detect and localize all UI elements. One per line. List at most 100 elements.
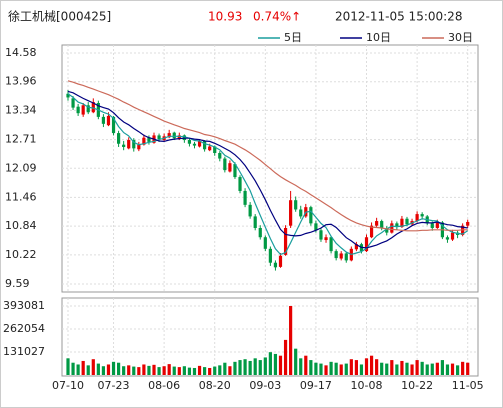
- candle-body: [344, 253, 348, 261]
- volume-bar: [187, 367, 192, 375]
- price: 10.93: [208, 10, 242, 24]
- volume-bar: [440, 360, 445, 375]
- candle-body: [116, 133, 121, 144]
- candle-body: [445, 237, 450, 240]
- volume-bar: [218, 365, 222, 375]
- candle-body: [86, 105, 90, 113]
- y-tick-label: 9.59: [5, 277, 30, 290]
- candle-body: [101, 116, 106, 124]
- candle-body: [258, 227, 262, 238]
- volume-bar: [314, 362, 318, 375]
- volume-bar: [258, 360, 262, 375]
- ma-line: [67, 93, 469, 256]
- candle-body: [213, 146, 217, 153]
- volume-bar: [177, 367, 181, 375]
- volume-bar: [359, 364, 364, 375]
- legend-label: 10日: [366, 31, 391, 44]
- volume-bar: [81, 360, 85, 375]
- candle-body: [223, 158, 227, 171]
- x-tick-label: 10-08: [351, 379, 383, 392]
- candle-body: [66, 93, 70, 98]
- candle-body: [243, 190, 247, 205]
- candle-body: [319, 230, 323, 240]
- y-tick-label: 10.22: [5, 248, 37, 261]
- candle-body: [147, 137, 151, 142]
- volume-bar: [385, 363, 389, 375]
- volume-bar: [309, 360, 313, 375]
- x-tick-label: 09-17: [300, 379, 332, 392]
- candle-body: [192, 143, 197, 146]
- y-tick-label: 10.84: [5, 219, 37, 232]
- volume-bar: [405, 362, 409, 375]
- candle-body: [167, 133, 171, 138]
- volume-bar: [319, 363, 323, 375]
- candle-body: [142, 137, 146, 145]
- volume-bar: [375, 359, 379, 375]
- x-tick-label: 09-03: [249, 379, 281, 392]
- legend-label: 5日: [284, 31, 302, 44]
- volume-bar: [400, 360, 404, 375]
- volume-bar: [122, 366, 126, 375]
- volume-bar: [455, 365, 460, 375]
- candle-body: [132, 140, 136, 149]
- volume-bar: [334, 362, 338, 375]
- volume-bar: [283, 339, 288, 375]
- volume-bar: [233, 361, 237, 375]
- volume-bar: [329, 361, 333, 375]
- volume-bar: [268, 352, 272, 375]
- candle-body: [273, 262, 278, 268]
- candle-body: [76, 106, 80, 114]
- volume-bar: [349, 359, 353, 375]
- candle-body: [71, 98, 75, 108]
- volume-bar: [248, 360, 252, 375]
- candle-body: [334, 251, 338, 259]
- volume-panel: [61, 297, 479, 377]
- candle-body: [248, 204, 252, 217]
- volume-bar: [137, 367, 141, 375]
- candle-body: [415, 214, 419, 222]
- volume-bar: [147, 365, 151, 375]
- volume-bar: [106, 364, 111, 375]
- candle-body: [218, 152, 222, 159]
- candle-body: [283, 227, 288, 255]
- volume-bar: [299, 358, 303, 375]
- candle-body: [106, 115, 111, 126]
- volume-bar: [430, 363, 434, 375]
- volume-bar: [466, 362, 470, 375]
- volume-bar: [157, 367, 161, 375]
- volume-bar: [450, 363, 455, 375]
- volume-bar: [354, 360, 358, 375]
- volume-bar: [167, 364, 171, 375]
- candle-body: [395, 223, 399, 228]
- candle-body: [466, 221, 470, 226]
- volume-bar: [71, 362, 75, 375]
- y-tick-label: 13.96: [5, 75, 37, 88]
- candle-body: [233, 164, 237, 178]
- volume-bar: [273, 353, 278, 375]
- volume-bar: [461, 361, 465, 375]
- volume-bar: [304, 355, 308, 375]
- volume-bar: [152, 364, 156, 375]
- candle-body: [339, 253, 343, 259]
- candle-body: [127, 140, 131, 149]
- candle-body: [263, 237, 267, 249]
- candle-body: [228, 163, 232, 172]
- candle-body: [111, 116, 116, 134]
- volume-bar: [339, 364, 343, 375]
- candle-body: [354, 244, 358, 250]
- candle-body: [450, 232, 455, 240]
- volume-bar: [101, 366, 106, 375]
- candle-body: [369, 225, 374, 238]
- candle-body: [430, 223, 434, 228]
- volume-bar: [263, 357, 267, 375]
- volume-bar: [278, 355, 283, 375]
- candle-body: [314, 223, 318, 231]
- volume-bar: [410, 364, 414, 375]
- volume-bar: [415, 360, 419, 375]
- x-tick-label: 08-20: [199, 379, 231, 392]
- volume-bar: [192, 367, 197, 375]
- candle-body: [268, 248, 272, 263]
- volume-bar: [66, 358, 70, 375]
- y-tick-label: 12.09: [5, 161, 37, 174]
- candle-body: [400, 218, 404, 228]
